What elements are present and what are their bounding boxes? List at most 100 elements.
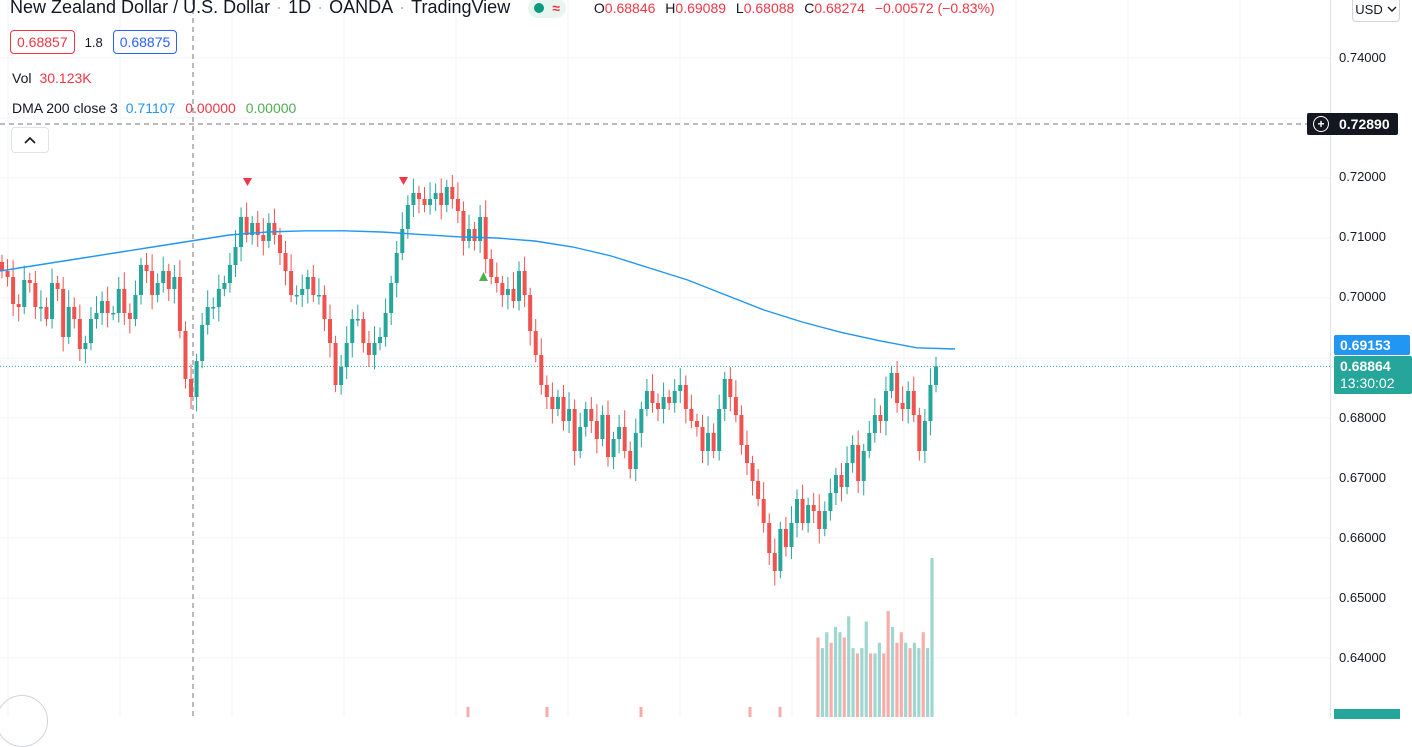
- candle-body: [872, 415, 877, 433]
- candle-body: [416, 193, 421, 199]
- candle-body: [694, 421, 699, 427]
- candle-body: [272, 223, 277, 235]
- crosshair-price-label[interactable]: + 0.72890: [1307, 113, 1398, 135]
- candle-body: [555, 397, 560, 409]
- candle-body: [900, 403, 905, 409]
- volume-bar: [838, 632, 842, 717]
- volume-legend[interactable]: Vol 30.123K: [12, 70, 92, 86]
- candle-body: [439, 193, 444, 205]
- candle-body: [233, 247, 238, 265]
- high-value: 0.69089: [675, 0, 727, 16]
- sell-signal-icon: [243, 178, 252, 186]
- candlestick-chart[interactable]: [0, 0, 1330, 717]
- candle-body: [683, 385, 688, 409]
- separator: ·: [276, 0, 283, 17]
- candle-body: [811, 505, 816, 511]
- candle-body: [717, 409, 722, 451]
- candle-body: [261, 235, 266, 241]
- volume-bar: [833, 626, 838, 717]
- currency-selector[interactable]: USD: [1352, 0, 1400, 22]
- candle-body: [38, 307, 43, 309]
- add-alert-icon[interactable]: +: [1313, 116, 1329, 132]
- candle-body: [194, 361, 199, 397]
- sell-button[interactable]: 0.68857: [10, 30, 75, 54]
- candle-body: [883, 391, 888, 421]
- candle-body: [833, 475, 838, 493]
- candle-body: [405, 205, 410, 229]
- candle-body: [0, 262, 4, 271]
- candle-body: [744, 445, 749, 463]
- candle-body: [216, 289, 221, 307]
- dma-200-line: [0, 230, 956, 350]
- candle-body: [211, 307, 216, 309]
- candle-body: [394, 253, 399, 283]
- symbol-description[interactable]: New Zealand Dollar / U.S. Dollar: [10, 0, 271, 17]
- candle-body: [316, 295, 321, 297]
- volume-bar: [639, 707, 643, 717]
- buy-button[interactable]: 0.68875: [112, 30, 178, 54]
- candle-body: [350, 319, 355, 343]
- candle-body: [889, 373, 894, 391]
- candle-body: [55, 283, 60, 289]
- buy-signal-icon: [479, 272, 488, 281]
- market-status-badge[interactable]: ≈: [528, 0, 566, 18]
- indicator-value-3: 0.00000: [245, 100, 297, 116]
- collapse-legend-button[interactable]: [11, 127, 49, 153]
- candle-body: [61, 289, 66, 337]
- candle-body: [366, 343, 371, 355]
- candle-body: [255, 223, 260, 235]
- candle-body: [928, 385, 933, 421]
- interval-label[interactable]: 1D: [288, 0, 312, 17]
- candle-body: [828, 493, 833, 511]
- volume-bar: [851, 648, 855, 717]
- candle-body: [250, 223, 255, 235]
- candle-body: [50, 283, 55, 319]
- buy-sell-panel: 0.68857 1.8 0.68875: [10, 30, 178, 54]
- candle-body: [567, 409, 572, 421]
- candle-body: [455, 199, 460, 211]
- volume-bar: [912, 642, 917, 717]
- candle-body: [372, 343, 377, 355]
- candle-body: [300, 289, 305, 295]
- volume-bar: [855, 653, 860, 717]
- candle-body: [583, 409, 588, 427]
- indicator-value-2: 0.00000: [185, 100, 236, 116]
- chart-area[interactable]: [0, 0, 1330, 717]
- price-tick-label: 0.65000: [1339, 590, 1386, 605]
- candle-body: [772, 553, 777, 571]
- volume-bar: [842, 637, 846, 717]
- candle-body: [155, 283, 160, 295]
- candle-body: [550, 397, 555, 409]
- volume-bar: [904, 642, 908, 717]
- candle-body: [578, 427, 583, 451]
- candle-body: [44, 307, 49, 319]
- open-value: 0.68846: [604, 0, 656, 16]
- indicator-legend[interactable]: DMA 200 close 3 0.71107 0.00000 0.00000: [12, 100, 296, 116]
- candle-body: [378, 337, 383, 343]
- candle-body: [644, 391, 649, 409]
- candle-body: [661, 397, 666, 409]
- candle-body: [205, 307, 210, 325]
- candle-body: [111, 313, 116, 315]
- bar-countdown: 13:30:02: [1340, 375, 1395, 391]
- candle-body: [856, 445, 861, 481]
- scroll-to-realtime-button[interactable]: [0, 695, 48, 747]
- candle-body: [411, 193, 416, 205]
- candle-body: [33, 283, 38, 307]
- candle-body: [906, 391, 911, 409]
- candle-body: [861, 451, 866, 481]
- indicator-value-1: 0.71107: [125, 100, 176, 116]
- candle-body: [822, 511, 827, 529]
- platform-label: TradingView: [411, 0, 511, 17]
- candle-body: [166, 271, 171, 289]
- candle-body: [361, 319, 366, 343]
- candle-body: [227, 265, 232, 283]
- indicator-name: DMA 200 close 3: [12, 100, 118, 116]
- candle-body: [845, 463, 850, 487]
- candle-body: [917, 415, 922, 451]
- volume-bar: [825, 632, 829, 717]
- candle-body: [522, 271, 527, 295]
- candle-body: [922, 421, 927, 451]
- candle-body: [867, 433, 872, 451]
- candle-body: [339, 367, 344, 385]
